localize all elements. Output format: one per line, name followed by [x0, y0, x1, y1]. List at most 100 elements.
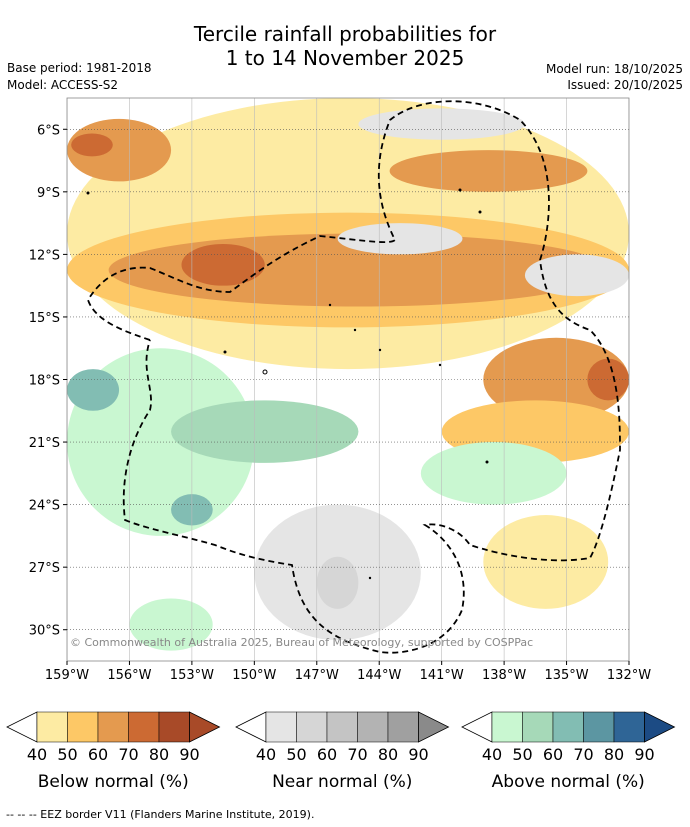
model-run-label: Model run: 18/10/2025: [545, 62, 683, 76]
legend-tick-label: 60: [543, 745, 563, 764]
y-axis-ticks: 6°S 9°S 12°S 15°S 18°S 21°S 24°S 27°S 30°S: [29, 123, 67, 639]
issued-label: Issued: 20/10/2025: [567, 78, 683, 92]
legend-tick-label: 80: [149, 745, 169, 764]
legend-below-normal: 40 50 60 70 80 90 Below normal (%): [6, 711, 221, 792]
island-marker: [368, 576, 372, 580]
above-normal-region-40: [420, 442, 567, 505]
legend-low-extend-triangle: [461, 711, 493, 743]
chart-title: Tercile rainfall probabilities for 1 to …: [0, 22, 690, 70]
y-tick-label: 12°S: [29, 248, 60, 263]
below-normal-region-70: [587, 358, 629, 401]
x-tick-label: 132°W: [607, 668, 651, 683]
island-marker: [458, 188, 462, 192]
below-normal-region-40: [483, 515, 609, 609]
y-tick-label: 6°S: [37, 123, 60, 138]
legend-swatch: [296, 711, 328, 743]
legend-tick-label: 90: [179, 745, 199, 764]
legend-tick-label: 90: [634, 745, 654, 764]
x-tick-label: 147°W: [295, 668, 339, 683]
legend-swatch: [128, 711, 160, 743]
y-tick-label: 27°S: [29, 561, 60, 576]
legend-tick-label: 80: [604, 745, 624, 764]
legend-swatch: [36, 711, 68, 743]
base-period-label: Base period: 1981-2018: [7, 61, 152, 75]
legend-swatch: [491, 711, 523, 743]
y-tick-label: 9°S: [37, 186, 60, 201]
legend-title: Above normal (%): [492, 772, 645, 792]
island-markers: [86, 188, 489, 580]
island-marker: [478, 210, 482, 214]
eez-border-line: [87, 100, 621, 654]
below-normal-region-70: [71, 133, 113, 157]
legend-title: Below normal (%): [38, 772, 189, 792]
legend-swatch: [158, 711, 190, 743]
island-marker: [438, 363, 442, 367]
gridlines: [67, 98, 629, 661]
x-tick-label: 144°W: [357, 668, 401, 683]
legend-tick-label: 40: [27, 745, 47, 764]
legend-tick-label: 50: [57, 745, 77, 764]
legend-swatch: [97, 711, 129, 743]
legend-swatch: [357, 711, 389, 743]
chart-title-line1: Tercile rainfall probabilities for: [193, 22, 497, 46]
legend-tick-label: 50: [512, 745, 532, 764]
legend-tick-label: 90: [408, 745, 428, 764]
legend-low-extend-triangle: [235, 711, 267, 743]
legend-tick-label: 70: [347, 745, 367, 764]
near-normal-region-50: [316, 556, 359, 609]
legend-swatch: [522, 711, 554, 743]
y-tick-label: 18°S: [29, 374, 60, 389]
legend-tick-label: 70: [118, 745, 138, 764]
above-normal-region-60: [67, 369, 120, 411]
island-marker: [223, 350, 227, 354]
legend-low-extend-triangle: [6, 711, 38, 743]
legend-tick-label: 60: [317, 745, 337, 764]
island-marker: [378, 348, 382, 352]
x-tick-label: 138°W: [482, 668, 526, 683]
x-tick-label: 159°W: [45, 668, 89, 683]
x-tick-label: 153°W: [170, 668, 214, 683]
legend-tick-label: 50: [286, 745, 306, 764]
legend-tick-label: 40: [256, 745, 276, 764]
x-axis-ticks: 159°W 156°W 153°W 150°W 147°W 144°W 141°W 138°W…: [45, 661, 651, 683]
probability-map: 6°S 9°S 12°S 15°S 18°S 21°S 24°S 27°S 30°S 159°W…: [29, 97, 651, 683]
y-tick-label: 30°S: [29, 624, 60, 639]
legend-area: 40 50 60 70 80 90 Below normal (%) 40 50 60 70 80 9…: [6, 711, 676, 792]
above-normal-region-50: [171, 400, 359, 463]
x-tick-label: 150°W: [232, 668, 276, 683]
model-label: Model: ACCESS-S2: [7, 78, 119, 92]
legend-above-normal: 40 50 60 70 80 90 Above normal (%): [461, 711, 676, 792]
legend-swatch: [387, 711, 419, 743]
copyright-notice: © Commonwealth of Australia 2025, Bureau…: [70, 636, 533, 649]
legend-swatch: [67, 711, 99, 743]
legend-tick-label: 60: [88, 745, 108, 764]
legend-high-extend-triangle: [644, 711, 676, 743]
x-tick-label: 135°W: [544, 668, 588, 683]
legend-title: Near normal (%): [272, 772, 412, 792]
y-tick-label: 15°S: [29, 311, 60, 326]
y-tick-label: 21°S: [29, 436, 60, 451]
legend-swatch: [265, 711, 297, 743]
x-tick-label: 156°W: [107, 668, 151, 683]
legend-swatch: [613, 711, 645, 743]
below-normal-region-70: [181, 243, 265, 286]
near-normal-region-40: [524, 254, 629, 297]
island-marker: [262, 369, 268, 375]
legend-tick-label: 40: [482, 745, 502, 764]
legend-swatch: [552, 711, 584, 743]
eez-footer-note: -- -- -- EEZ border V11 (Flanders Marine…: [6, 808, 315, 821]
chart-title-line2: 1 to 14 November 2025: [225, 46, 465, 70]
island-marker: [328, 303, 332, 307]
island-marker: [485, 460, 489, 464]
legend-high-extend-triangle: [189, 711, 221, 743]
legend-tick-label: 80: [378, 745, 398, 764]
legend-swatch: [326, 711, 358, 743]
below-normal-region-60: [389, 150, 588, 192]
island-marker: [353, 328, 357, 332]
island-marker: [86, 191, 90, 195]
legend-near-normal: 40 50 60 70 80 90 Near normal (%): [235, 711, 450, 792]
legend-swatch: [583, 711, 615, 743]
y-tick-label: 24°S: [29, 499, 60, 514]
near-normal-region-40: [337, 223, 463, 255]
x-tick-label: 141°W: [420, 668, 464, 683]
